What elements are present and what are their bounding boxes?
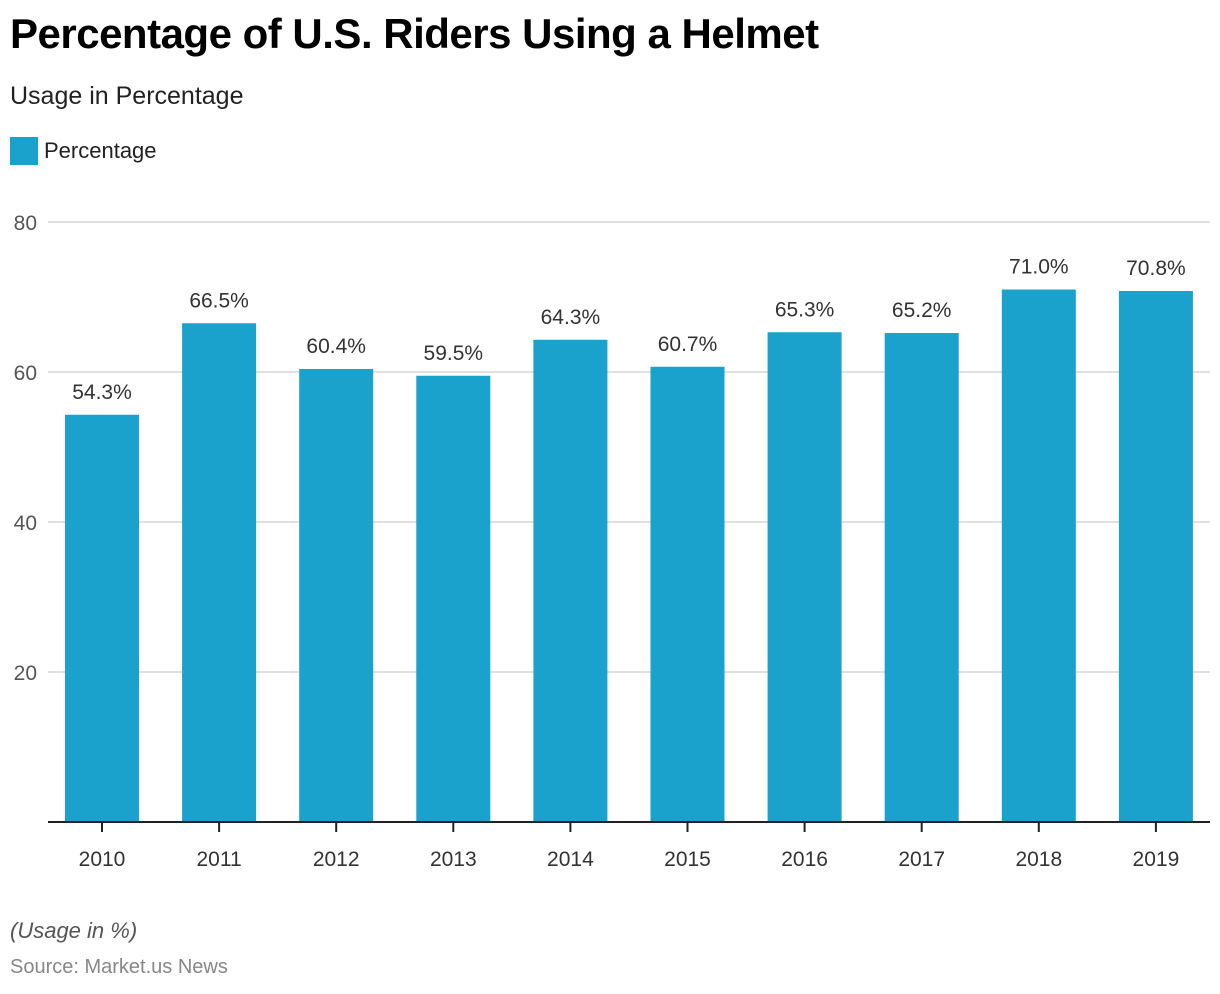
y-tick-label: 20 [14,662,37,685]
y-axis-ticks: 20 40 60 80 [14,212,37,685]
data-label: 71.0% [1009,256,1069,279]
y-tick-label: 60 [14,362,37,385]
x-tick-label: 2011 [197,848,242,871]
bar [416,375,491,822]
data-label: 65.2% [892,299,952,322]
chart-subtitle: Usage in Percentage [10,82,244,110]
source-note: Source: Market.us News [10,956,228,978]
legend-swatch [10,137,38,165]
x-tick-label: 2015 [664,848,711,871]
bar [65,414,139,822]
bars [65,289,1193,822]
x-tick-label: 2010 [79,848,126,871]
data-label: 60.7% [658,333,718,356]
bar [533,339,608,822]
bar [650,366,725,822]
x-tick-label: 2016 [781,848,828,871]
x-tick-label: 2013 [430,848,477,871]
data-label: 64.3% [541,306,601,329]
legend-label: Percentage [44,138,157,163]
data-labels: 54.3% 66.5% 60.4% 59.5% 64.3% 60.7% 65.3% 65.2%… [72,256,1185,404]
x-tick-label: 2012 [313,848,360,871]
y-tick-label: 80 [14,212,37,235]
bar [1118,291,1193,822]
legend: Percentage [10,137,157,165]
data-label: 66.5% [189,289,249,312]
x-tick-label: 2019 [1133,848,1180,871]
footnote: (Usage in %) [10,918,138,943]
chart-title: Percentage of U.S. Riders Using a Helmet [10,10,819,57]
data-label: 60.4% [306,335,366,358]
data-label: 65.3% [775,298,835,321]
bar [1001,289,1076,822]
y-tick-label: 40 [14,512,37,535]
x-tick-label: 2017 [898,848,945,871]
x-tick-label: 2014 [547,848,594,871]
bar [767,332,842,822]
data-label: 59.5% [424,342,484,365]
x-axis: 2010 2011 2012 2013 2014 2015 2016 2017 2018 2019 [48,821,1210,871]
x-tick-label: 2018 [1015,848,1062,871]
bar [299,369,374,822]
bar [884,333,959,822]
data-label: 54.3% [72,381,132,404]
bar [182,323,257,822]
data-label: 70.8% [1126,257,1186,280]
